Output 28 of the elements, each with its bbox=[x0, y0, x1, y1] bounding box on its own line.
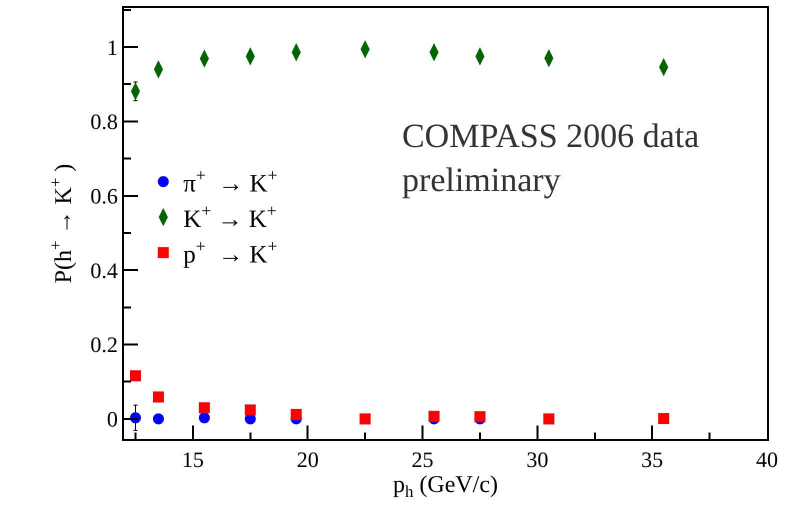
point bbox=[360, 413, 371, 424]
annotation: COMPASS 2006 data preliminary bbox=[402, 118, 700, 200]
x-tick-label: 40 bbox=[756, 447, 778, 472]
x-axis-title: p$_{h}$ (GeV/c) bbox=[392, 472, 498, 502]
point bbox=[130, 370, 141, 382]
x-tick-label: 20 bbox=[296, 447, 319, 472]
y-tick-label: 1 bbox=[106, 34, 118, 60]
y-tick-label: 0 bbox=[106, 406, 118, 432]
point bbox=[658, 413, 670, 424]
x-tick-label: 35 bbox=[641, 447, 664, 472]
point bbox=[152, 391, 164, 402]
point bbox=[428, 410, 440, 422]
point bbox=[198, 412, 210, 424]
point bbox=[152, 413, 164, 424]
x-tick-label: 30 bbox=[526, 447, 548, 472]
point bbox=[290, 408, 302, 420]
legend-label: K$^{+}$ → K$^{+}$ bbox=[183, 200, 277, 233]
x-tick-label: 25 bbox=[412, 447, 434, 472]
y-tick-label: 0.4 bbox=[90, 258, 118, 283]
x-tick-label: 15 bbox=[182, 447, 204, 472]
y-tick-label: 0.2 bbox=[90, 332, 118, 358]
y-tick-label: 0.8 bbox=[90, 109, 118, 134]
legend-label: p$^{+}$ → K$^{+}$ bbox=[183, 236, 278, 268]
y-tick-label: 0.6 bbox=[90, 184, 118, 208]
point bbox=[244, 404, 256, 416]
point bbox=[543, 413, 554, 424]
legend-label: π$^{+}$ → K$^{+}$ bbox=[183, 164, 278, 198]
point bbox=[198, 402, 210, 414]
